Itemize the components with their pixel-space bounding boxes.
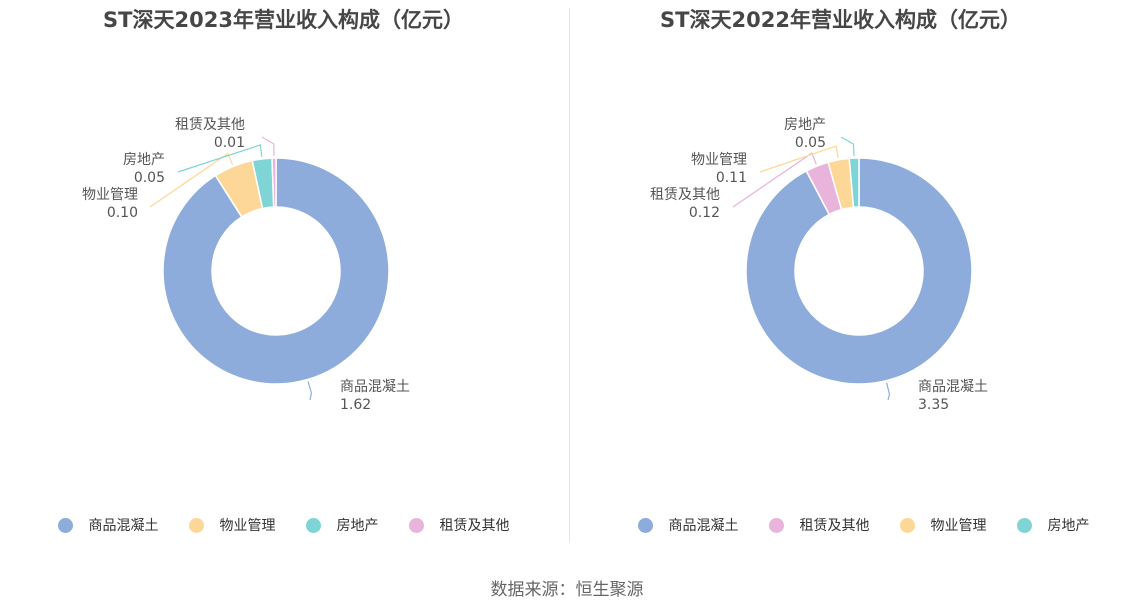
panel-divider <box>569 8 570 542</box>
slice-value-label: 0.05 <box>795 135 826 151</box>
slice-name-label: 房地产 <box>123 152 165 168</box>
legend-swatch <box>899 517 915 533</box>
legend-label: 商品混凝土 <box>668 518 739 534</box>
pie-slice <box>848 157 860 209</box>
legend-item[interactable]: 租赁及其他 <box>408 515 510 535</box>
legend-item[interactable]: 物业管理 <box>899 515 987 535</box>
legend-swatch <box>408 517 424 533</box>
chart-title: ST深天2022年营业收入构成（亿元） <box>660 8 1021 32</box>
legend-swatch <box>768 517 784 533</box>
slice-value-label: 0.12 <box>689 205 720 221</box>
slice-name-label: 商品混凝土 <box>918 379 988 395</box>
legend-label: 租赁及其他 <box>799 518 870 534</box>
legend-label: 租赁及其他 <box>439 518 510 534</box>
legend-item[interactable]: 商品混凝土 <box>57 515 159 535</box>
chart-panel-2023: ST深天2023年营业收入构成（亿元） 商品混凝土 1.62 物业管理 0.10 房地产… <box>0 0 567 560</box>
legend-item[interactable]: 房地产 <box>305 515 379 535</box>
legend-label: 物业管理 <box>930 518 987 534</box>
donut-chart-2023: 商品混凝土 1.62 物业管理 0.10 房地产 0.05 租赁及其他 0.01 <box>82 117 410 413</box>
slice-name-label: 物业管理 <box>691 152 747 168</box>
pie-slice <box>271 157 277 208</box>
legend-item[interactable]: 物业管理 <box>188 515 276 535</box>
legend-swatch <box>1016 517 1032 533</box>
legend-label: 物业管理 <box>219 518 276 534</box>
data-source: 数据来源：恒生聚源 <box>490 580 644 600</box>
slice-value-label: 1.62 <box>340 397 371 413</box>
slice-value-label: 3.35 <box>918 397 949 413</box>
legend-label: 商品混凝土 <box>88 518 159 534</box>
slice-name-label: 租赁及其他 <box>650 187 720 203</box>
slice-name-label: 房地产 <box>784 117 826 133</box>
chart-legend: 商品混凝土 租赁及其他 物业管理 房地产 <box>580 513 1134 537</box>
slice-value-label: 0.10 <box>107 205 138 221</box>
leader-line <box>759 145 839 173</box>
slice-name-label: 商品混凝土 <box>340 379 410 395</box>
legend-swatch <box>637 517 653 533</box>
slice-name-label: 租赁及其他 <box>175 117 245 133</box>
slice-value-label: 0.05 <box>134 170 165 186</box>
legend-item[interactable]: 租赁及其他 <box>768 515 870 535</box>
chart-legend: 商品混凝土 物业管理 房地产 租赁及其他 <box>0 513 567 537</box>
pie-slice <box>162 157 390 385</box>
pie-slice <box>745 157 973 385</box>
slice-value-label: 0.01 <box>214 135 245 151</box>
legend-swatch <box>57 517 73 533</box>
legend-item[interactable]: 商品混凝土 <box>637 515 739 535</box>
leader-line <box>177 144 263 173</box>
leader-line <box>261 136 275 157</box>
slice-value-label: 0.11 <box>716 170 747 186</box>
legend-swatch <box>305 517 321 533</box>
chart-panel-2022: ST深天2022年营业收入构成（亿元） 商品混凝土 3.35 租赁及其他 0.12 物业… <box>567 0 1134 560</box>
legend-item[interactable]: 房地产 <box>1016 515 1090 535</box>
legend-swatch <box>188 517 204 533</box>
leader-line <box>886 382 891 401</box>
leader-line <box>732 152 817 208</box>
legend-label: 房地产 <box>1047 518 1090 534</box>
donut-chart-2022: 商品混凝土 3.35 租赁及其他 0.12 物业管理 0.11 房地产 0.05 <box>650 117 988 413</box>
leader-line <box>840 136 855 157</box>
slice-name-label: 物业管理 <box>82 187 138 203</box>
legend-label: 房地产 <box>336 518 379 534</box>
leader-line <box>307 381 313 401</box>
chart-title: ST深天2023年营业收入构成（亿元） <box>103 8 464 32</box>
leader-line <box>149 152 234 208</box>
